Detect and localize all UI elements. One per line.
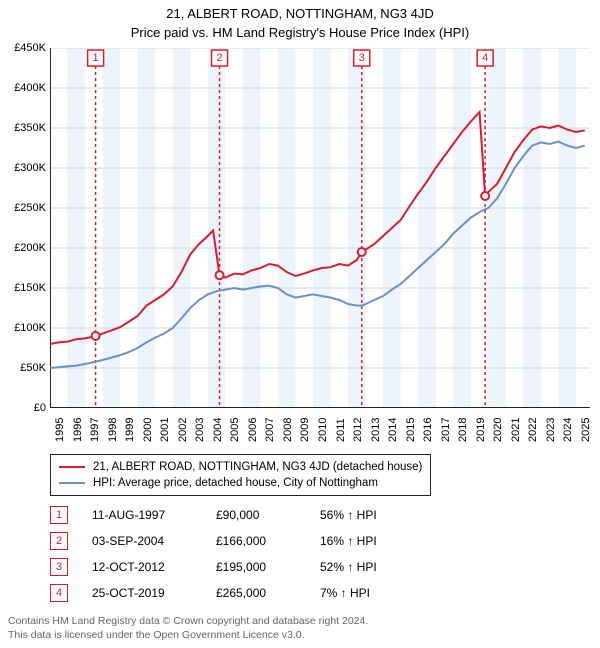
y-tick-label: £250K <box>14 202 46 214</box>
chart-subtitle: Price paid vs. HM Land Registry's House … <box>0 25 600 40</box>
x-tick-label: 2002 <box>177 418 189 442</box>
sales-table: 1 11-AUG-1997 £90,000 56% ↑ HPI 2 03-SEP… <box>50 502 590 606</box>
legend: 21, ALBERT ROAD, NOTTINGHAM, NG3 4JD (de… <box>50 454 431 496</box>
table-row: 4 25-OCT-2019 £265,000 7% ↑ HPI <box>50 580 590 606</box>
legend-swatch-hpi <box>59 482 85 484</box>
x-tick-label: 2013 <box>370 418 382 442</box>
y-tick-label: £400K <box>14 82 46 94</box>
y-tick-label: £150K <box>14 282 46 294</box>
table-row: 2 03-SEP-2004 £166,000 16% ↑ HPI <box>50 528 590 554</box>
legend-item-price: 21, ALBERT ROAD, NOTTINGHAM, NG3 4JD (de… <box>59 459 422 475</box>
x-tick-label: 2022 <box>527 418 539 442</box>
x-tick-label: 2016 <box>422 418 434 442</box>
x-axis-labels: 1995 1996 1997 1998 1999 2000 2001 2002 2003 2004… <box>50 408 590 448</box>
x-tick-label: 2021 <box>510 418 522 442</box>
x-tick-label: 2020 <box>492 418 504 442</box>
legend-label: 21, ALBERT ROAD, NOTTINGHAM, NG3 4JD (de… <box>93 459 422 475</box>
x-tick-label: 2015 <box>405 418 417 442</box>
sale-diff: 7% ↑ HPI <box>320 586 440 600</box>
x-tick-label: 2017 <box>440 418 452 442</box>
svg-text:2: 2 <box>216 52 222 64</box>
sale-price: £265,000 <box>216 586 296 600</box>
sale-diff: 56% ↑ HPI <box>320 508 440 522</box>
y-tick-label: £100K <box>14 322 46 334</box>
legend-label: HPI: Average price, detached house, City… <box>93 475 378 491</box>
footer-line: This data is licensed under the Open Gov… <box>8 628 590 642</box>
x-tick-label: 2019 <box>475 418 487 442</box>
price-chart: 21, ALBERT ROAD, NOTTINGHAM, NG3 4JD Pri… <box>0 6 600 642</box>
y-tick-label: £350K <box>14 122 46 134</box>
y-tick-label: £0 <box>34 402 46 414</box>
legend-swatch-price <box>59 466 85 468</box>
sale-diff: 16% ↑ HPI <box>320 534 440 548</box>
table-row: 1 11-AUG-1997 £90,000 56% ↑ HPI <box>50 502 590 528</box>
sale-price: £195,000 <box>216 560 296 574</box>
sale-diff: 52% ↑ HPI <box>320 560 440 574</box>
y-tick-label: £200K <box>14 242 46 254</box>
x-tick-label: 1999 <box>124 418 136 442</box>
table-row: 3 12-OCT-2012 £195,000 52% ↑ HPI <box>50 554 590 580</box>
x-tick-label: 2010 <box>317 418 329 442</box>
plot-area: £0£50K£100K£150K£200K£250K£300K£350K£400… <box>50 48 590 408</box>
y-axis-labels: £0£50K£100K£150K£200K£250K£300K£350K£400… <box>0 48 46 408</box>
svg-text:4: 4 <box>482 52 488 64</box>
x-tick-label: 2011 <box>335 418 347 442</box>
x-tick-label: 1995 <box>54 418 66 442</box>
x-tick-label: 1997 <box>89 418 101 442</box>
x-tick-label: 1998 <box>107 418 119 442</box>
y-tick-label: £300K <box>14 162 46 174</box>
sale-price: £90,000 <box>216 508 296 522</box>
x-tick-label: 2007 <box>264 418 276 442</box>
sale-badge: 4 <box>50 584 68 602</box>
sale-badge: 3 <box>50 558 68 576</box>
legend-item-hpi: HPI: Average price, detached house, City… <box>59 475 422 491</box>
x-tick-label: 2004 <box>212 418 224 442</box>
x-tick-label: 2025 <box>580 418 592 442</box>
x-tick-label: 2003 <box>194 418 206 442</box>
sale-date: 25-OCT-2019 <box>92 586 192 600</box>
svg-text:3: 3 <box>359 52 365 64</box>
y-tick-label: £50K <box>20 362 46 374</box>
sale-price: £166,000 <box>216 534 296 548</box>
x-tick-label: 2008 <box>282 418 294 442</box>
y-tick-label: £450K <box>14 42 46 54</box>
svg-text:1: 1 <box>93 52 99 64</box>
x-tick-label: 1996 <box>72 418 84 442</box>
x-tick-label: 2005 <box>229 418 241 442</box>
x-tick-label: 2012 <box>352 418 364 442</box>
x-tick-label: 2000 <box>142 418 154 442</box>
footer-line: Contains HM Land Registry data © Crown c… <box>8 614 590 628</box>
chart-title: 21, ALBERT ROAD, NOTTINGHAM, NG3 4JD <box>0 6 600 21</box>
x-tick-label: 2009 <box>299 418 311 442</box>
x-tick-label: 2023 <box>545 418 557 442</box>
x-tick-label: 2014 <box>387 418 399 442</box>
x-tick-label: 2001 <box>159 418 171 442</box>
footer: Contains HM Land Registry data © Crown c… <box>8 614 590 642</box>
sale-date: 12-OCT-2012 <box>92 560 192 574</box>
sale-date: 11-AUG-1997 <box>92 508 192 522</box>
sale-badge: 1 <box>50 506 68 524</box>
x-tick-label: 2024 <box>562 418 574 442</box>
plot-svg: 1 2 3 4 <box>50 48 590 408</box>
sale-badge: 2 <box>50 532 68 550</box>
x-tick-label: 2018 <box>457 418 469 442</box>
sale-date: 03-SEP-2004 <box>92 534 192 548</box>
x-tick-label: 2006 <box>247 418 259 442</box>
